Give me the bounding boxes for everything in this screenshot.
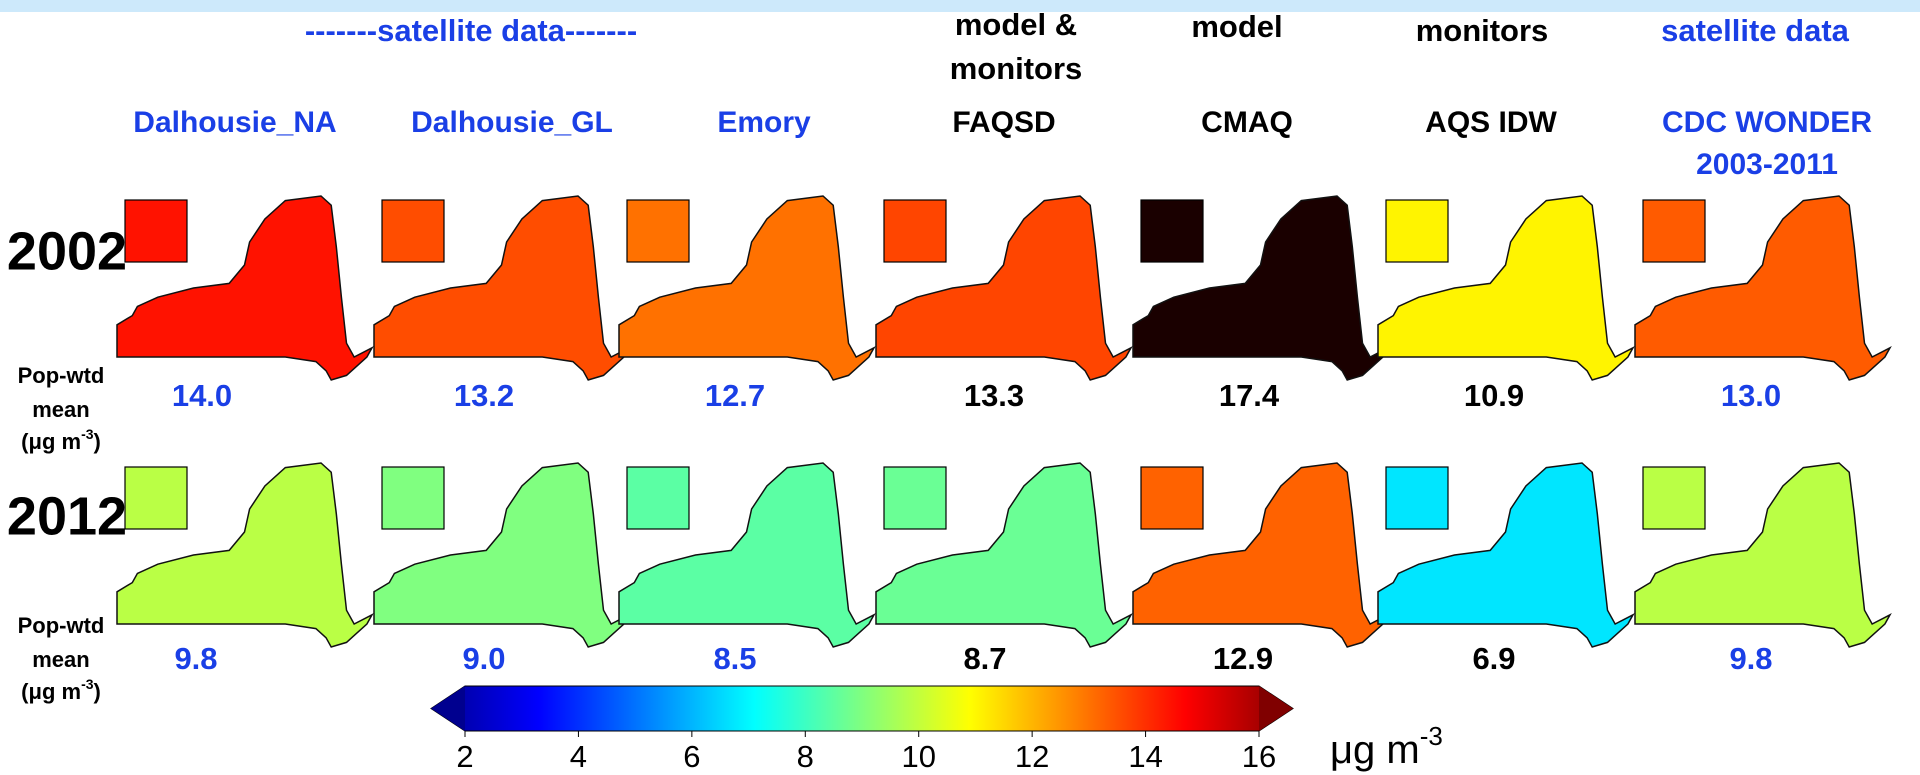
mean-label: Pop-wtd [18,613,105,638]
colorbar-high [1259,686,1293,731]
group-header: -------satellite data------- [305,13,637,48]
mean-unit: (μg m-3) [21,426,101,454]
inset-map [1141,200,1203,262]
colorbar-unit-base: μg m [1330,728,1420,772]
inset-map [125,200,187,262]
pop-mean: 10.9 [1464,378,1524,413]
colorbar-tick-label: 12 [1015,739,1049,774]
pop-mean: 9.8 [174,641,217,676]
colorbar-tick-label: 16 [1242,739,1276,774]
figure: -------satellite data------- model & monit… [0,0,1920,775]
group-header: monitors [950,51,1083,86]
column-name: CMAQ [1201,106,1293,139]
inset-map [1643,467,1705,529]
inset-map [1141,467,1203,529]
pop-mean: 8.7 [963,641,1006,676]
pop-mean: 17.4 [1219,378,1280,413]
colorbar [431,686,1293,731]
colorbar-tick-label: 8 [797,739,814,774]
group-header: model [1191,9,1282,44]
row-year: 2012 [7,486,127,546]
mean-unit-base: (μg m [21,429,81,454]
mean-label: Pop-wtd [18,363,105,388]
group-header: monitors [1416,13,1549,48]
pop-mean: 8.5 [713,641,756,676]
pop-mean: 14.0 [172,378,232,413]
mean-label: mean [32,397,89,422]
pop-mean: 6.9 [1472,641,1515,676]
mean-unit-sup: -3 [81,426,94,442]
inset-map [627,200,689,262]
inset-map [1386,467,1448,529]
pop-mean: 13.0 [1721,378,1781,413]
column-name: Dalhousie_GL [411,106,613,139]
column-name: CDC WONDER [1662,106,1872,139]
inset-map [125,467,187,529]
colorbar-tick-label: 10 [901,739,935,774]
colorbar-tick-label: 2 [456,739,473,774]
group-header: model & [955,7,1077,42]
inset-map [1386,200,1448,262]
inset-map [884,200,946,262]
mean-label: mean [32,647,89,672]
mean-unit-sup: -3 [81,676,94,692]
column-name: AQS IDW [1425,106,1557,139]
pop-mean: 9.0 [462,641,505,676]
inset-map [627,467,689,529]
inset-map [1643,200,1705,262]
inset-map [382,467,444,529]
column-name: 2003-2011 [1696,148,1838,181]
column-name: Emory [717,106,811,139]
mean-unit-close: ) [94,429,101,454]
pop-mean: 12.7 [705,378,765,413]
mean-unit: (μg m-3) [21,676,101,704]
colorbar-unit: μg m-3 [1330,721,1443,772]
column-name: FAQSD [952,106,1055,139]
group-header: satellite data [1661,13,1850,48]
pop-mean: 13.3 [964,378,1024,413]
row-year: 2002 [7,221,127,281]
colorbar-tick-label: 6 [683,739,700,774]
colorbar-low [431,686,465,731]
pop-mean: 12.9 [1213,641,1273,676]
inset-map [884,467,946,529]
pop-mean: 9.8 [1729,641,1772,676]
inset-map [382,200,444,262]
mean-unit-close: ) [94,679,101,704]
pop-mean: 13.2 [454,378,514,413]
colorbar-tick-label: 14 [1128,739,1162,774]
colorbar-unit-sup: -3 [1420,721,1443,751]
colorbar-tick-label: 4 [570,739,587,774]
mean-unit-base: (μg m [21,679,81,704]
column-name: Dalhousie_NA [133,106,336,139]
page: -------satellite data------- model & monit… [0,0,1920,775]
